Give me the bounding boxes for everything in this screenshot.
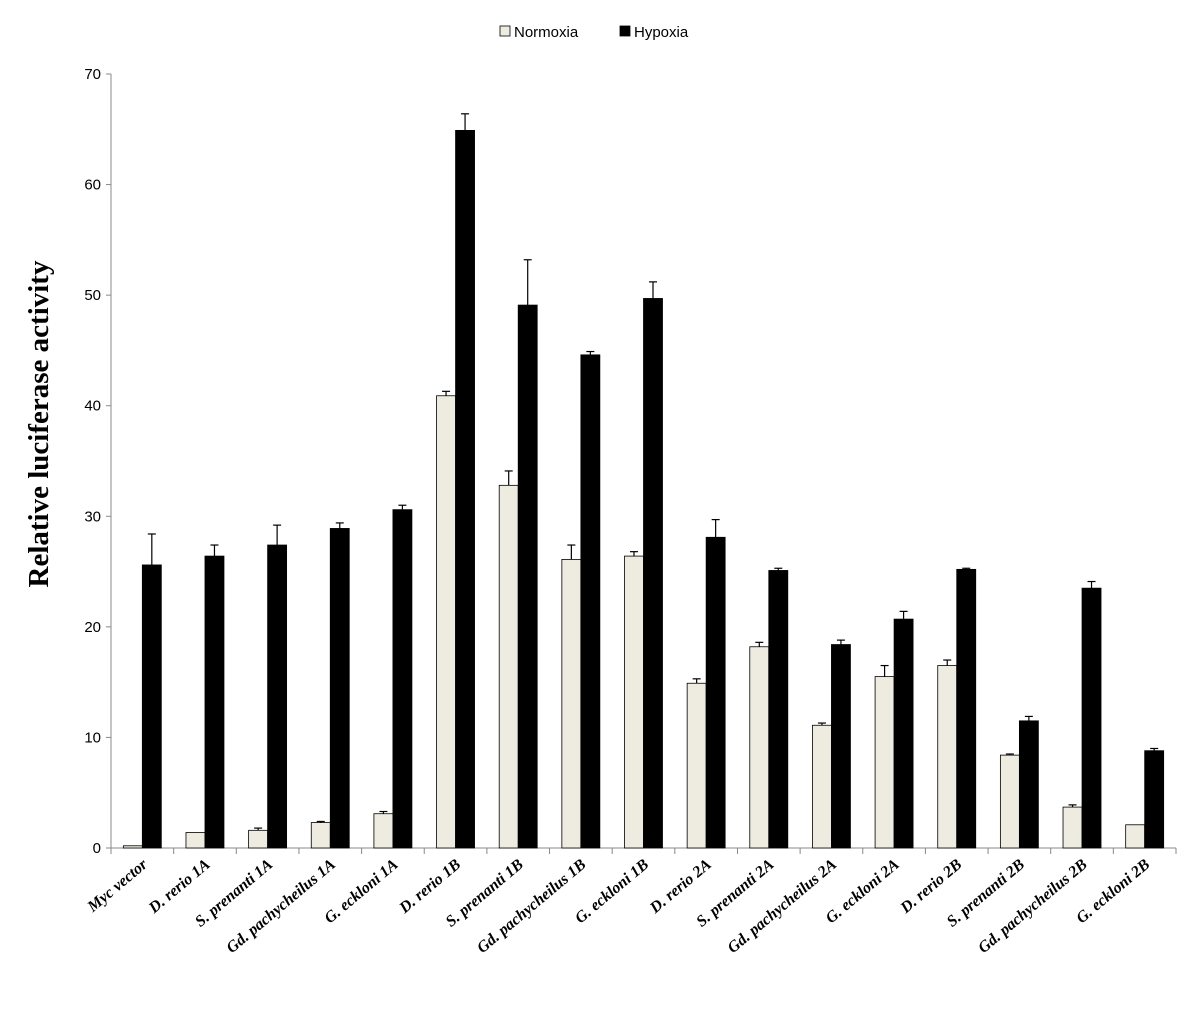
bar-hypoxia bbox=[643, 298, 663, 849]
legend: Normoxia Hypoxia bbox=[499, 24, 689, 41]
bar-hypoxia bbox=[517, 304, 538, 849]
legend-swatch-normoxia bbox=[499, 25, 511, 37]
x-tick-label: Gd. pachycheilus 2A bbox=[725, 856, 841, 957]
bar-normoxia bbox=[310, 822, 331, 849]
bars bbox=[122, 113, 1165, 849]
bar-hypoxia bbox=[831, 644, 851, 849]
legend-label-hypoxia: Hypoxia bbox=[634, 24, 689, 41]
bar-normoxia bbox=[999, 754, 1020, 849]
bar-normoxia bbox=[498, 484, 519, 849]
bar-normoxia bbox=[812, 724, 832, 849]
bar-hypoxia bbox=[392, 509, 413, 849]
y-axis-label: Relative luciferase activity bbox=[23, 260, 55, 587]
bar-normoxia bbox=[624, 555, 644, 849]
bar-hypoxia bbox=[705, 536, 726, 849]
bar-normoxia bbox=[122, 845, 143, 849]
bar-normoxia bbox=[561, 559, 582, 849]
bar-hypoxia bbox=[1018, 720, 1039, 849]
bar-hypoxia bbox=[204, 555, 225, 849]
x-tick-label: Gd. pachycheilus 2B bbox=[975, 856, 1091, 957]
bar-hypoxia bbox=[141, 564, 162, 849]
bar-normoxia bbox=[874, 676, 895, 849]
bar-hypoxia bbox=[329, 528, 350, 849]
bar-normoxia bbox=[248, 829, 269, 849]
legend-swatch-hypoxia bbox=[619, 25, 631, 37]
x-tick-label: Myc vector bbox=[84, 856, 152, 917]
bar-hypoxia bbox=[1081, 587, 1102, 849]
y-axis: 0 10 20 30 40 50 60 70 bbox=[84, 66, 112, 857]
y-tick-label: 50 bbox=[84, 287, 101, 304]
y-tick-label: 10 bbox=[84, 729, 101, 746]
bar-normoxia bbox=[436, 395, 456, 849]
bar-normoxia bbox=[686, 682, 707, 849]
bar-normoxia bbox=[185, 832, 206, 849]
y-tick-label: 70 bbox=[84, 66, 101, 83]
bar-normoxia bbox=[1125, 824, 1146, 849]
bar-normoxia bbox=[749, 646, 770, 849]
y-tick-label: 40 bbox=[84, 398, 101, 415]
bar-normoxia bbox=[1062, 806, 1083, 849]
bar-normoxia bbox=[937, 665, 958, 849]
y-tick-label: 60 bbox=[84, 177, 101, 194]
y-tick-label: 20 bbox=[84, 619, 101, 636]
x-tick-label: Gd. pachycheilus 1B bbox=[474, 856, 590, 957]
y-tick-label: 0 bbox=[93, 840, 101, 857]
bar-normoxia bbox=[373, 813, 394, 849]
bar-hypoxia bbox=[267, 544, 288, 849]
bar-hypoxia bbox=[768, 570, 789, 849]
legend-label-normoxia: Normoxia bbox=[514, 24, 579, 41]
y-tick-label: 30 bbox=[84, 508, 101, 525]
bar-hypoxia bbox=[1144, 750, 1165, 849]
bar-hypoxia bbox=[580, 354, 601, 849]
x-tick-label: Gd. pachycheilus 1A bbox=[223, 856, 339, 957]
bar-hypoxia bbox=[956, 568, 977, 849]
bar-hypoxia bbox=[893, 618, 914, 849]
bar-hypoxia bbox=[455, 129, 475, 849]
